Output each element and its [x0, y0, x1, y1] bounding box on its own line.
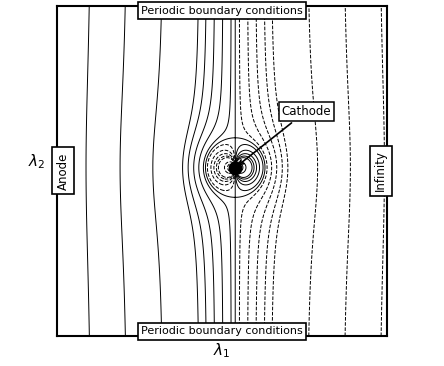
X-axis label: $\lambda_1$: $\lambda_1$: [213, 342, 231, 361]
Text: Periodic boundary conditions: Periodic boundary conditions: [141, 5, 303, 16]
Text: Cathode: Cathode: [239, 105, 331, 165]
Y-axis label: $\lambda_2$: $\lambda_2$: [28, 152, 46, 171]
Text: Infinity: Infinity: [374, 150, 387, 191]
Text: Anode: Anode: [57, 152, 70, 190]
Text: Periodic boundary conditions: Periodic boundary conditions: [141, 326, 303, 336]
